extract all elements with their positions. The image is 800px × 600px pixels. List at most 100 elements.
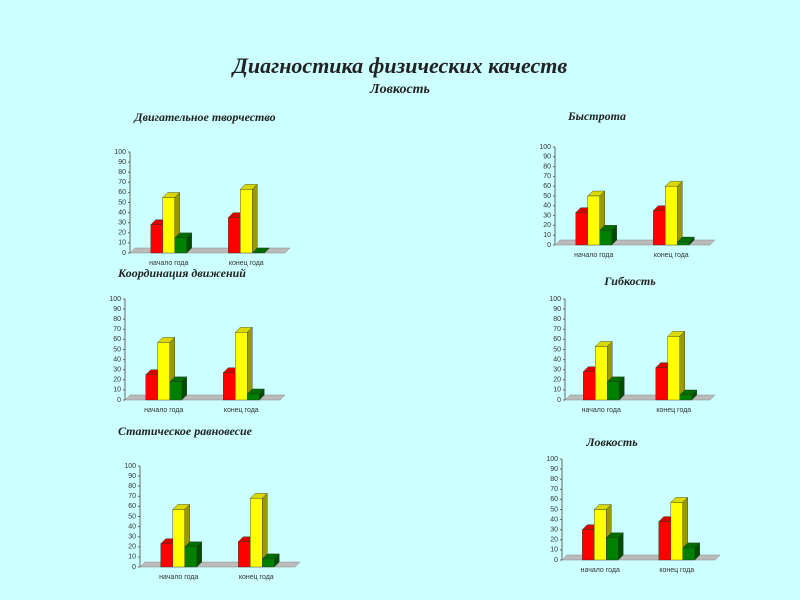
x-tick-label: конец года (659, 567, 694, 574)
y-tick-label: 80 (113, 316, 121, 323)
y-tick-label: 20 (128, 544, 136, 551)
y-tick-label: 40 (118, 209, 126, 216)
bar (655, 367, 668, 401)
x-tick-label: начало года (581, 567, 620, 574)
y-tick-label: 50 (118, 199, 126, 206)
y-tick-label: 20 (543, 222, 551, 229)
y-tick-label: 70 (550, 486, 558, 493)
bar (658, 521, 671, 561)
y-tick-label: 0 (122, 250, 126, 257)
chart-title: Ловкость (585, 435, 638, 449)
y-tick-label: 100 (114, 149, 126, 156)
y-tick-label: 50 (550, 506, 558, 513)
y-tick-label: 80 (118, 169, 126, 176)
y-tick-label: 40 (550, 516, 558, 523)
bar-top (251, 247, 270, 254)
bar (682, 547, 695, 561)
y-tick-label: 10 (550, 547, 558, 554)
chart-title: Быстрота (567, 109, 626, 123)
y-tick-label: 90 (550, 466, 558, 473)
bar (587, 195, 600, 246)
bar (235, 332, 248, 401)
y-tick-label: 90 (543, 154, 551, 161)
y-tick-label: 10 (543, 232, 551, 239)
y-tick-label: 80 (128, 483, 136, 490)
x-tick-label: конец года (656, 407, 691, 414)
bar (162, 197, 175, 254)
x-tick-label: конец года (229, 260, 264, 267)
y-tick-label: 10 (553, 387, 561, 394)
bar (160, 543, 173, 568)
y-tick-label: 60 (113, 336, 121, 343)
chart-title: Статическое равновесие (118, 424, 253, 438)
bar (228, 217, 241, 254)
bar (250, 498, 263, 568)
bar (665, 185, 678, 246)
bar (238, 541, 251, 568)
y-tick-label: 60 (553, 336, 561, 343)
y-tick-label: 30 (543, 212, 551, 219)
bar (582, 529, 595, 561)
bar (157, 342, 170, 401)
y-tick-label: 50 (543, 193, 551, 200)
y-tick-label: 70 (118, 179, 126, 186)
chart-title: Координация движений (117, 266, 246, 280)
bar (679, 394, 692, 401)
y-tick-label: 30 (118, 220, 126, 227)
y-tick-label: 60 (550, 496, 558, 503)
y-tick-label: 50 (113, 346, 121, 353)
x-tick-label: начало года (159, 574, 198, 581)
y-tick-label: 20 (113, 377, 121, 384)
y-tick-label: 90 (128, 473, 136, 480)
y-tick-label: 80 (553, 316, 561, 323)
y-tick-label: 0 (117, 397, 121, 404)
y-tick-label: 100 (124, 463, 136, 470)
y-tick-label: 40 (113, 356, 121, 363)
bar-side (247, 326, 253, 401)
bar (145, 374, 158, 401)
y-tick-label: 60 (118, 189, 126, 196)
chart-title: Гибкость (603, 274, 656, 288)
slide-title: Диагностика физических качеств (231, 53, 568, 78)
bar (606, 537, 619, 561)
y-tick-label: 100 (549, 296, 561, 303)
x-tick-label: конец года (239, 574, 274, 581)
y-tick-label: 90 (113, 306, 121, 313)
x-tick-label: начало года (144, 407, 183, 414)
y-tick-label: 20 (553, 377, 561, 384)
bar (575, 212, 588, 246)
y-tick-label: 70 (128, 493, 136, 500)
x-tick-label: начало года (574, 252, 613, 259)
y-tick-label: 60 (543, 183, 551, 190)
y-tick-label: 0 (547, 242, 551, 249)
y-tick-label: 10 (113, 387, 121, 394)
bar (169, 381, 182, 401)
y-tick-label: 40 (128, 523, 136, 530)
y-tick-label: 50 (128, 513, 136, 520)
bar-side (252, 183, 258, 254)
y-tick-label: 0 (554, 557, 558, 564)
y-tick-label: 100 (109, 296, 121, 303)
bar (653, 210, 666, 246)
y-tick-label: 30 (553, 367, 561, 374)
x-tick-label: начало года (582, 407, 621, 414)
y-tick-label: 10 (118, 240, 126, 247)
y-tick-label: 0 (132, 564, 136, 571)
bar (262, 558, 275, 568)
slide-subtitle: Ловкость (369, 82, 430, 97)
y-tick-label: 0 (557, 397, 561, 404)
bar (240, 189, 253, 254)
y-tick-label: 100 (539, 144, 551, 151)
y-tick-label: 30 (128, 534, 136, 541)
y-tick-label: 20 (550, 537, 558, 544)
y-tick-label: 20 (118, 230, 126, 237)
bar (594, 509, 607, 561)
y-tick-label: 90 (118, 159, 126, 166)
bar-side (677, 180, 683, 246)
y-tick-label: 10 (128, 554, 136, 561)
y-tick-label: 80 (543, 163, 551, 170)
bar (184, 546, 197, 568)
bar (583, 371, 596, 401)
